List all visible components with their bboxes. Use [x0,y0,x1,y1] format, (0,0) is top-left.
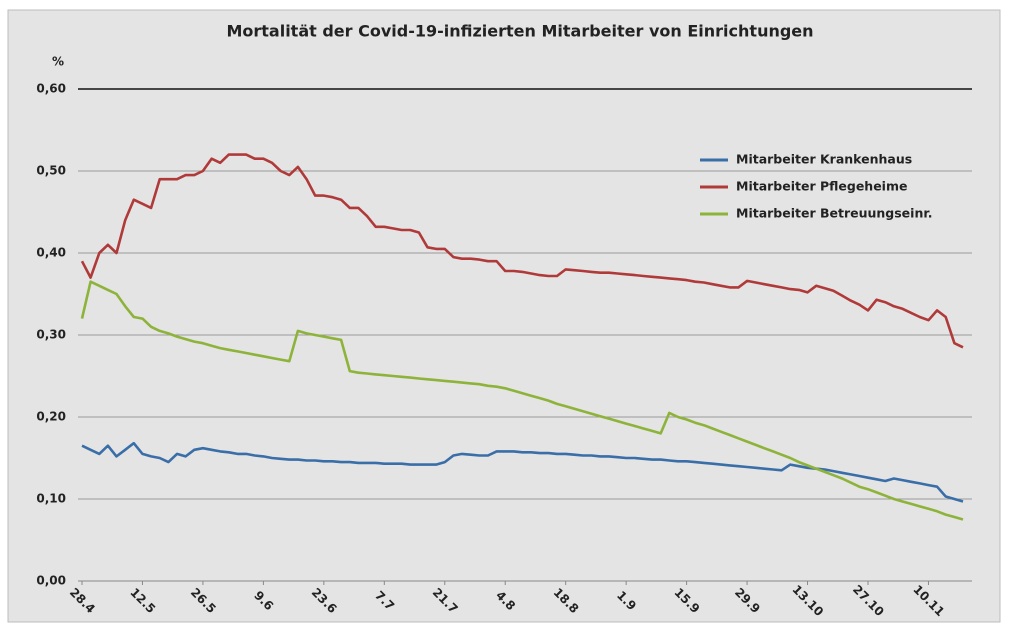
y-tick-label: 0,00 [36,574,66,588]
legend-label: Mitarbeiter Pflegeheime [736,179,907,194]
y-axis-label: % [52,55,64,69]
y-tick-label: 0,50 [36,164,66,178]
legend-label: Mitarbeiter Krankenhaus [736,152,912,167]
chart-title: Mortalität der Covid-19-infizierten Mita… [226,22,813,41]
series-line [80,153,964,349]
y-tick-label: 0,60 [36,82,66,96]
y-tick-label: 0,20 [36,410,66,424]
legend-label: Mitarbeiter Betreuungseinr. [736,206,932,221]
series-line [80,280,964,521]
y-tick-label: 0,40 [36,246,66,260]
y-tick-label: 0,30 [36,328,66,342]
y-tick-label: 0,10 [36,492,66,506]
chart-area [7,9,1001,623]
